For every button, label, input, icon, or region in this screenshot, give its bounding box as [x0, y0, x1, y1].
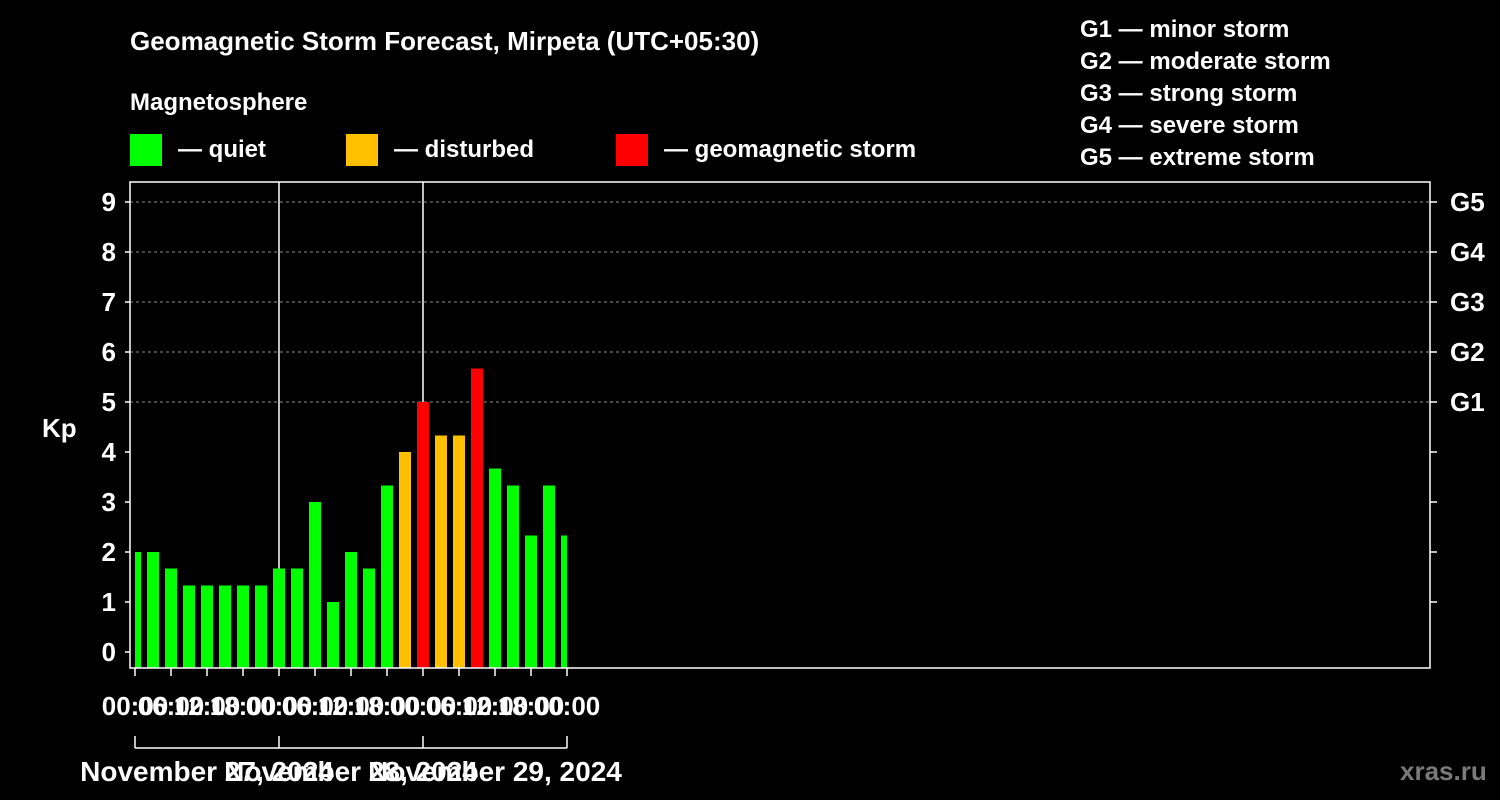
kp-bar: [453, 435, 465, 668]
y-tick-label: 2: [102, 537, 116, 567]
x-tick-label: 06:00: [138, 691, 205, 721]
date-label: November 27, 2024: [80, 756, 334, 787]
g-tick-label: G5: [1450, 187, 1485, 217]
kp-bar: [363, 568, 375, 668]
y-tick-label: 8: [102, 237, 116, 267]
grid-lines: [130, 182, 1430, 668]
kp-bar: [417, 402, 429, 668]
g-scale-legend-item: G3 — strong storm: [1080, 80, 1297, 107]
legend-heading: Magnetosphere: [130, 89, 307, 116]
legend-swatch-quiet: [130, 134, 162, 166]
kp-bar: [255, 585, 267, 668]
g-scale-legend-item: G5 — extreme storm: [1080, 144, 1315, 171]
g-tick-label: G4: [1450, 237, 1485, 267]
kp-bar: [219, 585, 231, 668]
x-tick-label: 00:00: [534, 691, 601, 721]
y-tick-label: 9: [102, 187, 116, 217]
x-tick-label: 18:00: [498, 691, 565, 721]
date-label: November 28, 2024: [224, 756, 478, 787]
chart-title: Geomagnetic Storm Forecast, Mirpeta (UTC…: [130, 26, 759, 56]
kp-bar: [435, 435, 447, 668]
x-tick-label: 00:00: [246, 691, 313, 721]
kp-bar: [561, 535, 567, 668]
kp-bar: [525, 535, 537, 668]
plot-frame: [129, 181, 1431, 669]
x-tick-label: 12:00: [318, 691, 385, 721]
g-tick-label: G3: [1450, 287, 1485, 317]
x-tick-label: 06:00: [426, 691, 493, 721]
kp-bar: [489, 468, 501, 668]
x-axis-ticks: 00:0006:0012:0018:0000:0006:0012:0018:00…: [102, 668, 601, 721]
kp-bar: [345, 552, 357, 668]
y-tick-label: 1: [102, 587, 116, 617]
x-tick-label: 18:00: [354, 691, 421, 721]
kp-bar: [165, 568, 177, 668]
y-tick-label: 3: [102, 487, 116, 517]
y-tick-label: 0: [102, 637, 116, 667]
kp-bar: [309, 502, 321, 668]
kp-bar: [399, 452, 411, 668]
y-tick-label: 5: [102, 387, 116, 417]
kp-bar: [381, 485, 393, 668]
x-tick-label: 00:00: [390, 691, 457, 721]
g-tick-label: G1: [1450, 387, 1485, 417]
watermark: xras.ru: [1400, 756, 1487, 786]
x-tick-label: 18:00: [210, 691, 277, 721]
x-tick-label: 00:00: [102, 691, 169, 721]
g-scale-legend-item: G1 — minor storm: [1080, 16, 1289, 43]
y-tick-label: 4: [102, 437, 117, 467]
y-axis-label: Kp: [42, 413, 77, 443]
x-tick-label: 06:00: [282, 691, 349, 721]
legend-swatch-disturbed: [346, 134, 378, 166]
legend-label-quiet: — quiet: [178, 136, 266, 163]
kp-bar: [237, 585, 249, 668]
y-tick-label: 7: [102, 287, 116, 317]
kp-bar: [135, 552, 141, 668]
kp-bar: [183, 585, 195, 668]
y-axis-ticks: 0 1 2 3 4 5 6 7 8 9: [102, 187, 130, 667]
g-tick-label: G2: [1450, 337, 1485, 367]
y-tick-label: 6: [102, 337, 116, 367]
legend-swatch-storm: [616, 134, 648, 166]
kp-bar: [273, 568, 285, 668]
date-label: November 29, 2024: [368, 756, 622, 787]
kp-bar: [471, 368, 483, 668]
kp-bar: [507, 485, 519, 668]
kp-bar: [291, 568, 303, 668]
kp-bar: [543, 485, 555, 668]
kp-bar: [147, 552, 159, 668]
g-scale-legend-item: G4 — severe storm: [1080, 112, 1299, 139]
g-axis-ticks: G1 G2 G3 G4 G5: [1430, 187, 1485, 603]
g-scale-legend-item: G2 — moderate storm: [1080, 48, 1331, 75]
kp-bar: [327, 602, 339, 668]
g-scale-legend: G1 — minor storm G2 — moderate storm G3 …: [1080, 16, 1331, 171]
plot-frame-border: [129, 181, 1431, 669]
x-tick-label: 12:00: [462, 691, 529, 721]
legend-label-disturbed: — disturbed: [394, 136, 534, 163]
legend-label-storm: — geomagnetic storm: [664, 136, 916, 163]
kp-bars: [135, 368, 567, 668]
kp-bar: [201, 585, 213, 668]
x-tick-label: 12:00: [174, 691, 241, 721]
